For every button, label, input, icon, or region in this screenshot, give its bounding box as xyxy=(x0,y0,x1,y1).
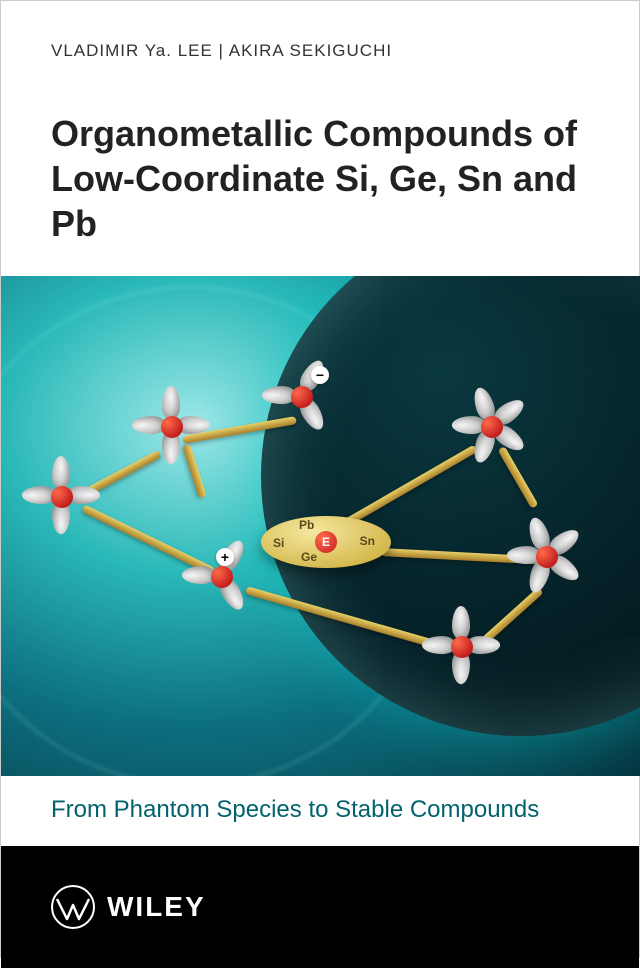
authors: VLADIMIR Ya. LEE | AKIRA SEKIGUCHI xyxy=(51,41,589,61)
subtitle-band: From Phantom Species to Stable Compounds xyxy=(1,776,639,846)
orbital-center xyxy=(451,636,473,658)
publisher-logo: WILEY xyxy=(51,885,206,929)
orbital-center xyxy=(481,416,503,438)
book-subtitle: From Phantom Species to Stable Compounds xyxy=(51,796,589,824)
orbital-cluster xyxy=(61,496,62,497)
footer: WILEY xyxy=(1,846,639,968)
cover-illustration: Si Ge Sn Pb E − + xyxy=(1,276,640,776)
orbital-cluster: + xyxy=(221,576,222,577)
orbital-cluster: − xyxy=(301,396,302,397)
orbital-center xyxy=(291,386,313,408)
disk-center-label: E xyxy=(315,531,337,553)
orbital-cluster xyxy=(491,426,492,427)
orbital-center xyxy=(211,566,233,588)
orbital-center xyxy=(536,546,558,568)
orbital-cluster xyxy=(461,646,462,647)
header-section: VLADIMIR Ya. LEE | AKIRA SEKIGUCHI Organ… xyxy=(1,1,639,246)
disk-label-pb: Pb xyxy=(299,518,314,532)
orbital-cluster xyxy=(546,556,547,557)
book-title: Organometallic Compounds of Low-Coordina… xyxy=(51,111,589,246)
disk-label-si: Si xyxy=(273,536,284,550)
wiley-icon xyxy=(51,885,95,929)
charge-label: + xyxy=(216,548,234,566)
disk-label-sn: Sn xyxy=(360,534,375,548)
orbital-cluster xyxy=(171,426,172,427)
element-disk: Si Ge Sn Pb E xyxy=(261,516,391,568)
disk-label-ge: Ge xyxy=(301,550,317,564)
orbital-center xyxy=(51,486,73,508)
orbital-center xyxy=(161,416,183,438)
charge-label: − xyxy=(311,366,329,384)
publisher-name: WILEY xyxy=(107,891,206,923)
